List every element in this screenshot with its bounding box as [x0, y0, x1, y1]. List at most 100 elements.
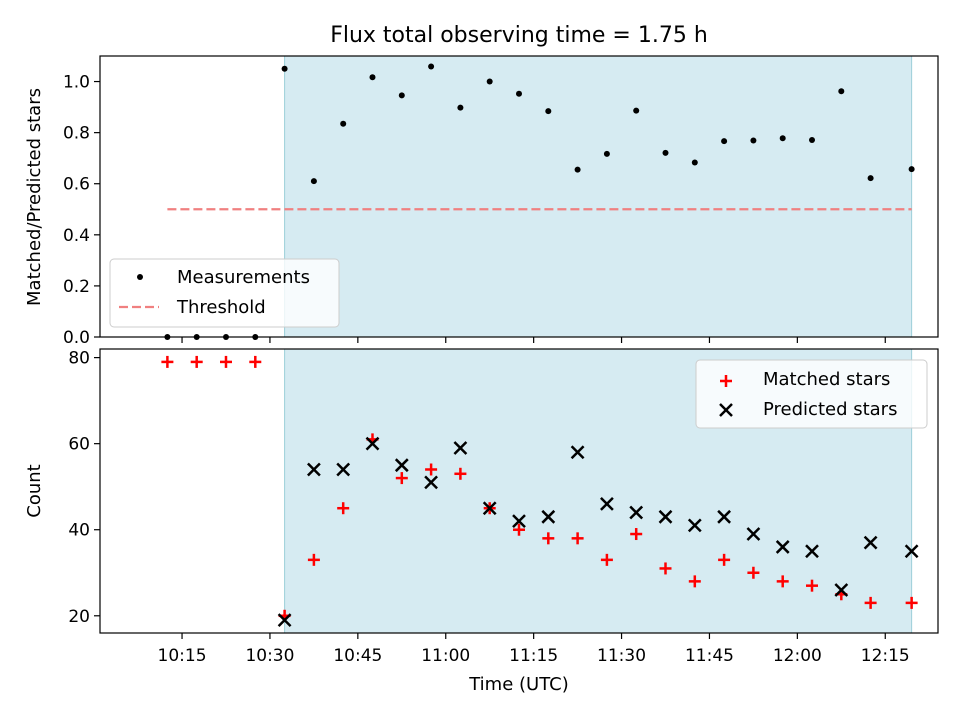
measurement-point [603, 150, 610, 157]
measurement-point [545, 108, 552, 115]
measurement-point [398, 92, 405, 99]
matched-star-point [513, 523, 525, 536]
measurement-point [721, 138, 728, 145]
predicted-star-point [570, 445, 585, 460]
predicted-star-point [453, 441, 468, 455]
predicted-star-point [904, 544, 919, 559]
legend-measurement-marker [137, 274, 143, 280]
predicted-marker-b [453, 441, 468, 455]
legend-threshold-label: Threshold [176, 297, 266, 318]
legend-predicted-label: Predicted stars [763, 399, 897, 420]
matched-star-point [307, 553, 320, 566]
predicted-star-point [277, 613, 292, 627]
measurement-point [838, 88, 845, 95]
top-legend: Measurements Threshold [109, 258, 340, 328]
matched-star-point [249, 355, 262, 368]
measurement-point [867, 175, 874, 182]
predicted-marker-b [394, 458, 409, 473]
y-tick-label: 60 [68, 435, 90, 455]
bottom-y-ticks: 20 40 60 80 [68, 349, 100, 627]
predicted-star-point [834, 583, 849, 597]
predicted-marker-b [904, 544, 919, 559]
measurement-point [516, 90, 522, 97]
matched-star-point [600, 553, 613, 566]
y-tick-label: 0.8 [63, 124, 90, 144]
predicted-marker-b [600, 497, 614, 511]
measurement-point [457, 104, 464, 111]
top-y-label: Matched/Predicted stars [24, 88, 45, 306]
predicted-star-point [687, 518, 702, 533]
chart-title: Flux total observing time = 1.75 h [330, 23, 708, 48]
predicted-marker-b [746, 527, 761, 541]
top-axes-frame [99, 55, 939, 338]
x-tick-label: 10:30 [245, 646, 294, 666]
legend-predicted-marker [719, 403, 733, 417]
predicted-star-point [600, 497, 614, 511]
bottom-x-ticks: 10:15 10:30 10:45 11:00 11:15 11:30 11:45 12:00… [158, 633, 910, 666]
matched-star-point [161, 355, 174, 368]
x-tick-label: 11:00 [421, 646, 470, 666]
predicted-marker-b [717, 509, 731, 524]
measurement-point [428, 63, 435, 70]
bottom-legend: Matched stars Predicted stars [695, 359, 928, 429]
predicted-star-point [746, 527, 761, 541]
top-shaded-span [284, 56, 912, 337]
measurement-point [574, 166, 581, 173]
matched-star-point [630, 528, 643, 541]
predicted-star-point [629, 505, 644, 520]
matched-star-point [395, 472, 408, 485]
matched-star-point [905, 596, 918, 609]
measurement-point [750, 137, 757, 144]
matched-star-point [718, 553, 731, 566]
predicted-star-point [307, 462, 321, 477]
measurement-point [779, 135, 786, 142]
predicted-marker-b [834, 583, 849, 597]
predicted-star-point [717, 509, 731, 524]
predicted-marker-b [629, 505, 644, 520]
x-tick-label: 12:15 [861, 646, 910, 666]
bottom-axes-frame [99, 348, 939, 634]
bottom-legend-box [695, 359, 928, 429]
predicted-marker-b [482, 501, 497, 516]
predicted-star-point [394, 458, 409, 473]
legend-matched-label: Matched stars [763, 369, 890, 390]
matched-star-point [776, 575, 789, 588]
predicted-marker-b [658, 509, 673, 524]
predicted-marker-b [277, 613, 292, 627]
matched-star-point [219, 355, 232, 368]
predicted-marker-b [863, 535, 878, 550]
measurement-point [486, 78, 493, 85]
matched-star-point [190, 355, 203, 368]
predicted-marker-b [541, 509, 556, 524]
measurement-point [310, 178, 317, 185]
matched-star-point [747, 566, 760, 579]
predicted-marker-b [307, 462, 321, 477]
matched-star-point [337, 502, 350, 515]
predicted-marker-b [805, 544, 819, 559]
measurement-point [662, 149, 669, 156]
x-tick-label: 10:45 [333, 646, 382, 666]
y-tick-label: 80 [68, 349, 90, 369]
predicted-marker-b [687, 518, 702, 533]
matched-star-point [659, 562, 672, 575]
x-tick-label: 11:45 [685, 646, 734, 666]
measurement-point [809, 137, 816, 144]
y-tick-label: 40 [68, 521, 90, 541]
x-axis-label: Time (UTC) [468, 674, 569, 695]
predicted-marker-b [570, 445, 585, 460]
matched-star-point [425, 463, 438, 476]
predicted-points [277, 436, 919, 627]
measurement-point [908, 166, 915, 173]
legend-measurements-label: Measurements [177, 267, 310, 288]
matched-star-point [806, 579, 819, 592]
predicted-star-point [658, 509, 673, 524]
predicted-star-point [424, 475, 438, 490]
matched-star-point [542, 532, 555, 545]
predicted-marker-b [512, 514, 526, 529]
top-legend-box [109, 258, 340, 328]
predicted-star-point [805, 544, 819, 559]
y-tick-label: 0.0 [63, 328, 90, 348]
x-tick-label: 11:30 [597, 646, 646, 666]
predicted-marker-b [336, 462, 351, 477]
matched-star-point [688, 575, 701, 588]
